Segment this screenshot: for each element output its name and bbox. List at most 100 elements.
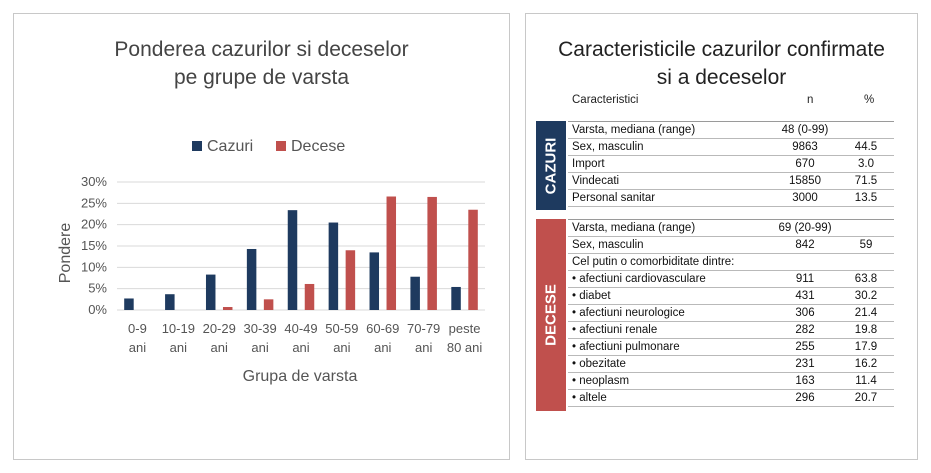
table-row: • diabet 431 30.2 (568, 287, 894, 305)
row-label: Varsta, mediana (range) (568, 121, 772, 139)
x-tick-label: ani (211, 340, 228, 355)
row-n: 231 (772, 355, 838, 373)
row-n (772, 253, 838, 271)
row-pct: 19.8 (838, 321, 894, 339)
bar-cazuri (246, 248, 257, 310)
row-label: Personal sanitar (568, 189, 772, 207)
bar-decese (222, 307, 233, 310)
row-n: 842 (772, 236, 838, 254)
bar-cazuri (165, 294, 175, 310)
x-tick-label: ani (415, 340, 432, 355)
x-tick-label: 80 ani (447, 340, 483, 355)
y-tick-label: 20% (81, 217, 107, 232)
bar-decese (304, 283, 315, 310)
row-pct (838, 219, 894, 237)
x-tick-label: 30-39 (243, 321, 276, 336)
table-row: Sex, masculin 842 59 (568, 236, 894, 254)
row-n: 306 (772, 304, 838, 322)
table-row: • neoplasm 163 11.4 (568, 372, 894, 390)
bar-cazuri (451, 286, 461, 310)
row-pct: 11.4 (838, 372, 894, 390)
bar-cazuri (124, 298, 134, 310)
row-label: • afectiuni neurologice (568, 304, 772, 322)
y-tick-label: 5% (88, 281, 107, 296)
x-axis-title: Grupa de varsta (243, 368, 358, 385)
x-tick-label: ani (251, 340, 268, 355)
row-n: 48 (0-99) (772, 121, 838, 139)
row-label: Cel putin o comorbiditate dintre: (568, 253, 772, 271)
x-tick-label: ani (292, 340, 309, 355)
chart-panel: Ponderea cazurilor si deceselor pe grupe… (13, 13, 510, 460)
y-tick-label: 15% (81, 238, 107, 253)
x-tick-label: ani (374, 340, 391, 355)
row-label: Varsta, mediana (range) (568, 219, 772, 237)
legend-label-cazuri: Cazuri (207, 138, 253, 155)
table-row: • afectiuni renale 282 19.8 (568, 321, 894, 339)
bar-cazuri (328, 222, 339, 310)
y-tick-label: 0% (88, 302, 107, 317)
row-n: 911 (772, 270, 838, 288)
row-label: • altele (568, 389, 772, 407)
row-label: Import (568, 155, 772, 173)
x-tick-label: 20-29 (203, 321, 236, 336)
bar-decese (386, 196, 397, 310)
row-pct: 21.4 (838, 304, 894, 322)
row-n: 3000 (772, 189, 838, 207)
table-row: Import 670 3.0 (568, 155, 894, 173)
row-pct: 17.9 (838, 338, 894, 356)
x-tick-label: ani (170, 340, 187, 355)
table-row: Personal sanitar 3000 13.5 (568, 189, 894, 207)
x-tick-label: 60-69 (366, 321, 399, 336)
row-label: Vindecati (568, 172, 772, 190)
table-decese: Varsta, mediana (range) 69 (20-99) Sex, ma… (568, 219, 894, 407)
table-row: • afectiuni neurologice 306 21.4 (568, 304, 894, 322)
bar-decese (263, 299, 274, 310)
table-row: • altele 296 20.7 (568, 389, 894, 407)
table-cazuri: Varsta, mediana (range) 48 (0-99) Sex, mas… (568, 121, 894, 207)
bar-decese (427, 196, 437, 310)
bar-cazuri (205, 274, 216, 310)
x-tick-label: 70-79 (407, 321, 440, 336)
row-pct: 13.5 (838, 189, 894, 207)
bar-cazuri (369, 252, 380, 310)
row-n: 15850 (772, 172, 838, 190)
row-pct: 3.0 (838, 155, 894, 173)
y-tick-label: 10% (81, 259, 107, 274)
table-row: Sex, masculin 9863 44.5 (568, 138, 894, 156)
table-row: • obezitate 231 16.2 (568, 355, 894, 373)
row-pct: 16.2 (838, 355, 894, 373)
row-label: • afectiuni cardiovasculare (568, 270, 772, 288)
group-label-cazuri: CAZURI (536, 121, 566, 210)
y-tick-label: 30% (81, 174, 107, 189)
legend-swatch-decese (276, 141, 286, 151)
x-tick-label: 10-19 (162, 321, 195, 336)
legend-swatch-cazuri (192, 141, 202, 151)
table-row: Varsta, mediana (range) 48 (0-99) (568, 121, 894, 139)
row-pct: 20.7 (838, 389, 894, 407)
table-row: • afectiuni pulmonare 255 17.9 (568, 338, 894, 356)
table-row: Cel putin o comorbiditate dintre: (568, 253, 894, 271)
row-n: 69 (20-99) (772, 219, 838, 237)
header-caracteristici: Caracteristici (572, 94, 639, 106)
row-label: Sex, masculin (568, 138, 772, 156)
row-n: 255 (772, 338, 838, 356)
table-row: • afectiuni cardiovasculare 911 63.8 (568, 270, 894, 288)
x-tick-label: 0-9 (128, 321, 147, 336)
table-title-line2: si a deceselor (656, 66, 787, 89)
row-n: 431 (772, 287, 838, 305)
table-row: Vindecati 15850 71.5 (568, 172, 894, 190)
chart-title-line1: Ponderea cazurilor si deceselor (114, 38, 409, 61)
row-label: • afectiuni renale (568, 321, 772, 339)
x-tick-label: peste (449, 321, 481, 336)
row-pct (838, 121, 894, 139)
x-tick-label: 40-49 (284, 321, 317, 336)
row-pct: 63.8 (838, 270, 894, 288)
y-axis-title: Pondere (57, 223, 74, 284)
row-label: • neoplasm (568, 372, 772, 390)
row-n: 9863 (772, 138, 838, 156)
row-n: 163 (772, 372, 838, 390)
row-n: 296 (772, 389, 838, 407)
row-n: 670 (772, 155, 838, 173)
legend-label-decese: Decese (291, 138, 345, 155)
bar-cazuri (287, 210, 298, 310)
